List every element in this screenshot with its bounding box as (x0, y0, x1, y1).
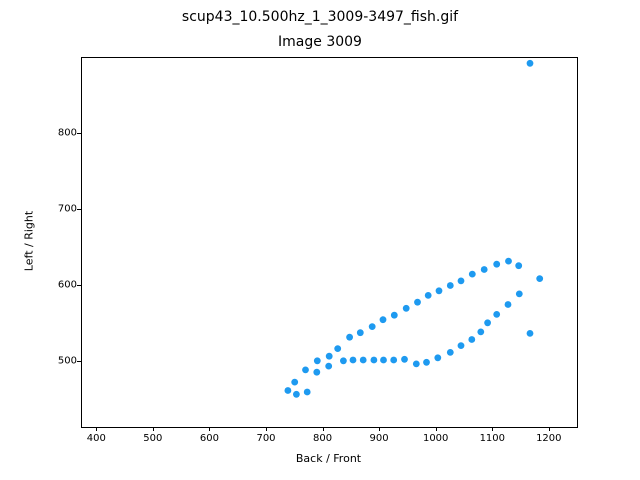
scatter-point (313, 357, 321, 365)
x-axis-label: Back / Front (295, 452, 362, 465)
y-tick-label: 700 (57, 203, 77, 215)
scatter-point (302, 366, 309, 374)
scatter-point (356, 329, 364, 337)
scatter-point (468, 270, 476, 278)
y-tick-mark (77, 209, 81, 211)
scatter-point (423, 358, 430, 366)
scatter-point (493, 311, 501, 318)
scatter-point (504, 301, 512, 308)
x-tick-label: 900 (369, 433, 389, 444)
scatter-point (484, 319, 491, 327)
plot-area (81, 57, 578, 428)
scatter-point (515, 262, 523, 270)
scatter-point (334, 345, 342, 352)
y-tick-mark (77, 285, 81, 287)
scatter-point (434, 354, 442, 362)
x-tick-mark (379, 427, 381, 431)
scatter-point (468, 336, 476, 343)
scatter-point (424, 292, 432, 299)
scatter-point (515, 290, 523, 298)
scatter-point (457, 277, 465, 285)
scatter-point (370, 356, 378, 364)
scatter-point (526, 330, 534, 337)
scatter-point (390, 356, 398, 364)
y-tick-label: 500 (57, 355, 77, 367)
scatter-point (340, 357, 347, 365)
x-tick-mark (209, 427, 211, 431)
scatter-point (349, 356, 357, 364)
scatter-point (457, 342, 465, 349)
scatter-point (401, 355, 408, 363)
scatter-point (493, 260, 501, 268)
scatter-point (412, 360, 420, 368)
scatter-point (446, 282, 454, 289)
scatter-point (477, 328, 485, 336)
scatter-point (505, 257, 512, 265)
x-tick-mark (492, 427, 494, 431)
x-tick-mark (266, 427, 267, 431)
scatter-point (526, 59, 534, 67)
x-tick-mark (96, 427, 98, 431)
x-tick-mark (152, 427, 154, 431)
scatter-point (390, 311, 398, 319)
x-tick-label: 1000 (422, 433, 449, 444)
chart-title: scup43_10.500hz_1_3009-3497_fish.gif (181, 9, 459, 25)
scatter-point (536, 275, 544, 282)
y-tick-mark (77, 133, 81, 135)
x-tick-mark (548, 427, 550, 431)
y-tick-label: 600 (57, 279, 77, 291)
scatter-point (414, 298, 421, 306)
x-tick-mark (322, 427, 324, 431)
x-tick-mark (435, 427, 437, 431)
scatter-point (346, 333, 353, 341)
scatter-point (325, 362, 333, 370)
scatter-point (402, 304, 410, 312)
scatter-point (291, 378, 299, 386)
scatter-point (380, 356, 387, 364)
scatter-point (368, 323, 376, 330)
y-tick-label: 800 (57, 127, 77, 139)
scatter-point (379, 316, 387, 324)
x-tick-label: 800 (313, 433, 333, 444)
x-tick-label: 500 (143, 433, 163, 444)
scatter-point (359, 356, 367, 364)
x-tick-label: 1200 (536, 433, 562, 444)
y-tick-mark (77, 361, 81, 363)
scatter-point (313, 368, 321, 376)
x-tick-label: 700 (256, 433, 276, 444)
scatter-point (435, 287, 443, 295)
y-axis-label: Left / Right (22, 210, 36, 272)
scatter-point (325, 352, 333, 360)
scatter-point (480, 266, 488, 273)
scatter-point (284, 387, 292, 394)
chart-subtitle: Image 3009 (278, 34, 362, 50)
scatter-point (303, 388, 311, 396)
scatter-point (293, 390, 300, 398)
x-tick-label: 400 (86, 433, 106, 444)
scatter-point (446, 349, 454, 356)
x-tick-label: 600 (199, 433, 219, 444)
scatter-svg (284, 59, 544, 398)
x-tick-label: 1100 (479, 433, 506, 444)
